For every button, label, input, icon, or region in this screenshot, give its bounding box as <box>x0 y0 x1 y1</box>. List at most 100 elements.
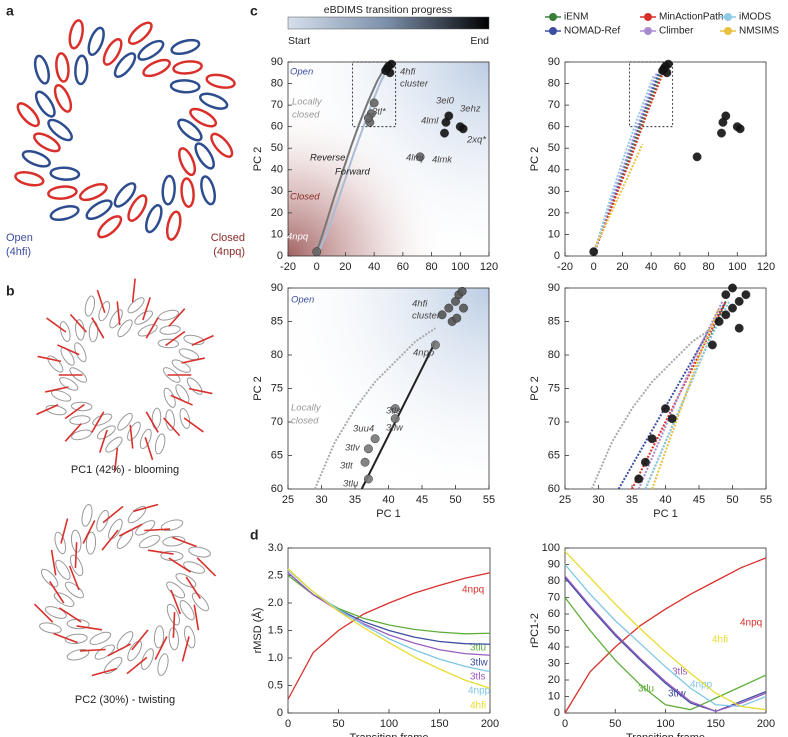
protein-strand <box>87 26 105 57</box>
series-line <box>315 65 390 257</box>
annotation: 2xq* <box>466 135 486 146</box>
data-point <box>363 474 373 484</box>
y-tick-label: 20 <box>271 207 283 219</box>
data-point <box>430 340 440 350</box>
motion-arrow <box>45 386 69 393</box>
x-tick-label: 55 <box>483 494 495 506</box>
protein-strand <box>138 534 161 549</box>
annotation: 3tls <box>386 406 401 417</box>
y-tick-label: 40 <box>271 164 283 176</box>
y-tick-label: 60 <box>548 483 560 495</box>
x-axis-label: PC 1 <box>376 508 400 520</box>
motion-arrow <box>172 612 176 638</box>
annotation: closed <box>291 416 319 427</box>
annotation: 4hfi <box>412 299 428 310</box>
data-point <box>370 434 380 444</box>
motion-arrow <box>50 549 57 576</box>
motion-arrow <box>144 436 154 461</box>
protein-strand <box>127 21 153 46</box>
y-tick-label: 60 <box>548 608 560 620</box>
y-tick-label: 1.0 <box>268 652 283 664</box>
y-tick-label: 75 <box>548 382 560 394</box>
protein-strand <box>98 300 111 322</box>
motion-arrow <box>154 636 168 660</box>
protein-strand <box>184 625 196 649</box>
x-tick-label: 100 <box>656 718 674 730</box>
motion-arrow <box>64 423 82 442</box>
y-tick-label: 20 <box>548 674 560 686</box>
y-tick-label: 50 <box>548 142 560 154</box>
data-point <box>721 310 731 320</box>
protein-strand <box>55 559 71 580</box>
protein-strand <box>96 509 109 532</box>
motion-arrow <box>163 417 181 437</box>
protein-strand <box>53 83 73 113</box>
y-tick-label: 65 <box>271 449 283 461</box>
x-tick-label: 40 <box>659 494 671 506</box>
protein-strand <box>96 425 116 440</box>
y-tick-label: 10 <box>548 690 560 702</box>
data-point <box>662 68 672 78</box>
protein-strand <box>49 205 80 222</box>
x-tick-label: 40 <box>368 261 380 273</box>
panel-label: a <box>6 3 14 19</box>
legend-label: MinActionPath <box>659 12 723 23</box>
protein-strand <box>88 320 99 343</box>
data-point <box>360 457 370 467</box>
motion-arrow <box>69 313 87 333</box>
protein-strand <box>139 428 152 449</box>
annotation: 3tlu <box>343 479 359 490</box>
legend-marker <box>549 13 557 21</box>
data-point <box>735 124 745 134</box>
motion-arrow <box>168 308 186 327</box>
x-tick-label: 120 <box>480 261 498 273</box>
motion-arrow <box>196 557 217 577</box>
protein-strand <box>178 147 197 177</box>
protein-strand <box>68 19 84 50</box>
x-tick-label: 50 <box>609 718 621 730</box>
x-tick-label: 20 <box>616 261 628 273</box>
motion-arrow <box>181 357 205 364</box>
annotation: 4lml <box>421 116 439 127</box>
y-tick-label: 80 <box>548 77 560 89</box>
protein-strand <box>33 54 50 85</box>
motion-arrow <box>144 528 171 532</box>
colorbar-end: End <box>470 35 489 47</box>
x-tick-label: 60 <box>397 261 409 273</box>
protein-strand <box>172 60 203 75</box>
legend-label: NMSIMS <box>739 26 779 37</box>
y-tick-label: 75 <box>271 382 283 394</box>
data-point <box>444 111 454 121</box>
plot-background <box>288 62 489 256</box>
motion-arrow <box>193 604 200 631</box>
plot-frame <box>564 287 767 490</box>
data-point <box>714 317 724 326</box>
protein-strand <box>157 653 169 676</box>
protein-strand <box>85 531 97 555</box>
x-tick-label: 50 <box>332 718 344 730</box>
annotation: Locally <box>292 97 323 108</box>
motion-arrow <box>168 557 192 573</box>
protein-strand <box>127 194 148 222</box>
y-tick-label: 90 <box>271 56 283 68</box>
protein-strand <box>59 321 71 342</box>
y-tick-label: 70 <box>271 416 283 428</box>
motion-arrow <box>145 317 159 339</box>
motion-arrow <box>129 424 134 449</box>
motion-arrow <box>68 565 80 591</box>
y-tick-label: 80 <box>548 349 560 361</box>
annotation: cluster <box>400 79 429 90</box>
protein-strand <box>179 600 195 621</box>
protein-strand <box>64 633 88 644</box>
protein-renderings <box>14 19 236 677</box>
series-line <box>315 65 387 253</box>
y-axis-label: PC 2 <box>529 147 541 171</box>
data-point <box>734 296 744 306</box>
protein-strand <box>198 92 229 110</box>
protein-strand <box>168 627 179 651</box>
plot-frame <box>564 61 767 257</box>
x-tick-label: -20 <box>557 261 573 273</box>
y-tick-label: 1.5 <box>268 624 283 636</box>
motion-arrow <box>79 648 106 652</box>
protein-strand <box>14 171 45 187</box>
